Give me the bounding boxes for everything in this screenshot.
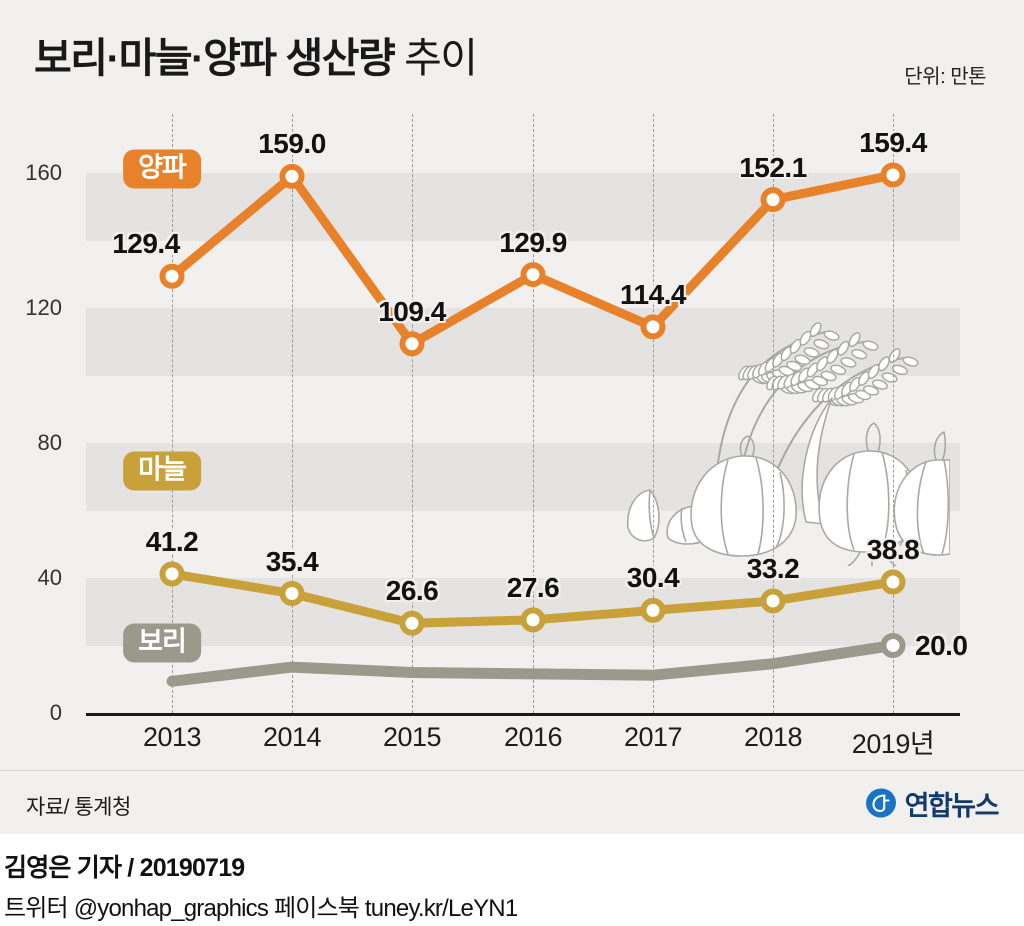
- gridline-2018: [773, 114, 774, 713]
- series-line-보리: [166, 640, 899, 687]
- data-point-마늘-2013[interactable]: [159, 561, 185, 587]
- data-point-마늘-2019년[interactable]: [880, 569, 906, 595]
- source-label: 자료/ 통계청: [26, 796, 131, 819]
- data-label-onion-2013: 129.4: [112, 228, 180, 260]
- chart-container: 0 40 80 120 160 2013 2014 2015 2016 2017 2018 2019…: [0, 106, 1024, 770]
- x-tick-2015: 2015: [382, 722, 442, 752]
- x-tick-2013: 2013: [142, 722, 202, 752]
- data-point-마늘-2017[interactable]: [640, 597, 666, 623]
- data-point-양파-2016[interactable]: [520, 262, 546, 288]
- unit-label: 단위: 만톤: [904, 66, 986, 88]
- legend-badge-마늘[interactable]: 마늘: [123, 451, 201, 491]
- data-label-garlic-2017: 30.4: [626, 562, 680, 594]
- data-label-garlic-2013: 41.2: [145, 525, 199, 557]
- gridline-2019년: [893, 114, 894, 713]
- yonhap-mark-icon: [865, 788, 896, 818]
- page-title: 보리·마늘·양파 생산량 추이: [34, 24, 478, 84]
- data-label-onion-2015: 109.4: [378, 295, 446, 327]
- data-label-barley-2019년: 20.0: [915, 629, 968, 661]
- gridline-2015: [412, 114, 413, 713]
- y-tick-40: 40: [37, 565, 62, 590]
- data-point-마늘-2014[interactable]: [279, 581, 305, 607]
- data-point-양파-2013[interactable]: [159, 263, 185, 289]
- data-label-onion-2018: 152.1: [739, 151, 807, 183]
- data-label-garlic-2015: 26.6: [385, 575, 439, 607]
- page-title-bold: 보리·마늘·양파 생산량: [34, 35, 396, 81]
- data-point-양파-2019년[interactable]: [880, 162, 906, 188]
- page-title-light: 추이: [394, 35, 478, 81]
- yonhap-logo-text: 연합뉴스: [904, 790, 1000, 821]
- gridline-2013: [172, 114, 173, 713]
- data-point-양파-2014[interactable]: [279, 163, 305, 189]
- data-label-garlic-2014: 35.4: [265, 545, 319, 577]
- data-point-마늘-2015[interactable]: [399, 610, 425, 636]
- x-tick-2019년: 2019년: [851, 729, 935, 759]
- barley-garlic-onion-illustration: [620, 276, 951, 567]
- data-point-마늘-2016[interactable]: [520, 607, 546, 633]
- plot-area: 0 40 80 120 160 2013 2014 2015 2016 2017 2018 2019…: [0, 106, 1024, 770]
- yonhap-logo: 연합뉴스: [864, 785, 1000, 821]
- data-label-onion-2014: 159.0: [258, 128, 326, 160]
- y-tick-120: 120: [25, 295, 62, 320]
- y-axis: 0 40 80 120 160: [0, 106, 86, 770]
- data-point-양파-2015[interactable]: [399, 331, 425, 357]
- gridline-2017: [653, 114, 654, 713]
- source-bar: 자료/ 통계청 연합뉴스: [0, 770, 1024, 836]
- social-line: 트위터 @yonhap_graphics 페이스북 tuney.kr/LeYN1: [4, 895, 518, 922]
- x-tick-2016: 2016: [503, 722, 563, 752]
- legend-badge-양파[interactable]: 양파: [123, 149, 201, 189]
- series-group: [0, 106, 1024, 770]
- band-40: [86, 578, 960, 646]
- data-label-onion-2016: 129.9: [499, 226, 567, 258]
- x-tick-2017: 2017: [623, 722, 683, 752]
- data-label-garlic-2018: 33.2: [746, 552, 800, 584]
- x-tick-2018: 2018: [743, 722, 803, 752]
- gridline-2016: [533, 114, 534, 713]
- gridline-2014: [292, 114, 293, 713]
- data-point-양파-2018[interactable]: [760, 187, 786, 213]
- series-svg: [159, 162, 906, 687]
- x-axis-line: [86, 713, 960, 716]
- data-point-보리-2019년[interactable]: [880, 633, 906, 658]
- header: 보리·마늘·양파 생산량 추이 단위: 만톤: [0, 0, 1024, 106]
- data-label-onion-2019년: 159.4: [859, 127, 927, 159]
- data-point-마늘-2018[interactable]: [760, 588, 786, 614]
- reporter-line: 김영은 기자 / 20190719: [4, 854, 245, 882]
- y-tick-160: 160: [25, 160, 62, 185]
- legend-badge-보리[interactable]: 보리: [123, 623, 201, 663]
- y-tick-80: 80: [37, 430, 62, 455]
- data-point-양파-2017[interactable]: [640, 314, 666, 340]
- data-label-garlic-2019년: 38.8: [866, 534, 920, 566]
- credits: 김영은 기자 / 20190719 트위터 @yonhap_graphics 페…: [0, 834, 1024, 926]
- data-label-garlic-2016: 27.6: [506, 571, 560, 603]
- data-label-onion-2017: 114.4: [619, 278, 687, 310]
- x-tick-2014: 2014: [262, 722, 322, 752]
- y-tick-0: 0: [49, 700, 62, 725]
